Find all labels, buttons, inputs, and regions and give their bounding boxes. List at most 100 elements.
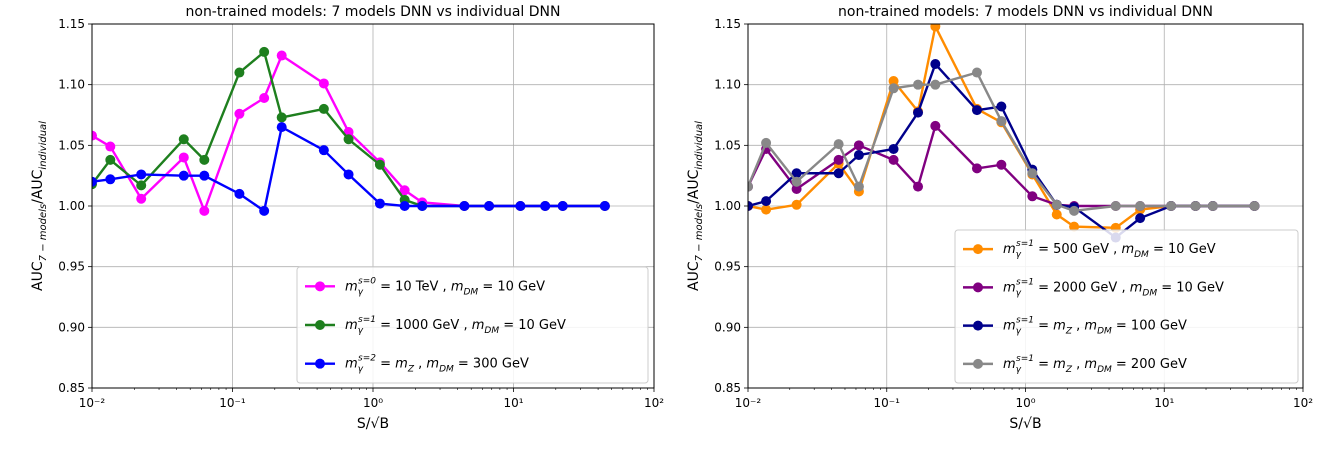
- legend-label: mγs=1 = mZ , mDM = 200 GeV: [1003, 354, 1187, 375]
- data-point: [136, 180, 147, 191]
- data-point: [318, 103, 329, 114]
- data-point: [105, 141, 116, 152]
- legend-marker: [315, 320, 325, 330]
- x-tick-label: 10⁻¹: [219, 396, 246, 410]
- legend-label: mγs=1 = 500 GeV , mDM = 10 GeV: [1003, 239, 1216, 260]
- legend-frame: [954, 229, 1299, 384]
- x-tick-label: 10⁰: [1015, 396, 1035, 410]
- data-point: [791, 184, 802, 195]
- data-point: [853, 150, 864, 161]
- data-point: [748, 181, 753, 192]
- legend-item: mγs=0 = 10 TeV , mDM = 10 GeV: [305, 276, 545, 297]
- data-point: [178, 170, 189, 181]
- axes-frame: [91, 23, 655, 389]
- legend-item: mγs=1 = 1000 GeV , mDM = 10 GeV: [305, 315, 566, 336]
- y-tick-label: 0.85: [58, 381, 85, 395]
- data-point: [199, 170, 210, 181]
- y-tick-label: 1.15: [58, 17, 85, 31]
- legend-marker: [973, 320, 983, 331]
- y-tick-label: 0.95: [714, 260, 741, 274]
- data-point: [1135, 213, 1146, 224]
- x-tick-label: 10⁻¹: [874, 396, 901, 410]
- x-tick-label: 10⁻²: [735, 396, 762, 410]
- data-point: [1190, 201, 1201, 211]
- data-point: [92, 130, 97, 141]
- data-point: [930, 24, 941, 32]
- data-point: [1135, 201, 1146, 211]
- data-point: [178, 134, 189, 145]
- series: [748, 67, 1260, 216]
- left-chart: non-trained models: 7 models DNN vs indi…: [30, 4, 664, 432]
- data-point: [399, 185, 410, 196]
- legend-marker: [973, 244, 983, 255]
- data-point: [888, 143, 899, 154]
- data-point: [1069, 221, 1080, 232]
- x-tick-label: 10⁰: [363, 396, 383, 410]
- y-tick-label: 0.90: [58, 320, 85, 334]
- legend-item: mγs=1 = mZ , mDM = 100 GeV: [963, 316, 1187, 337]
- plot-area: [748, 24, 1260, 243]
- y-axis-label: AUC7 − models/AUCindividual: [686, 121, 705, 291]
- legend-marker: [315, 358, 325, 369]
- data-point: [234, 108, 245, 119]
- series: [748, 24, 1260, 233]
- data-point: [343, 134, 354, 145]
- y-tick-label: 1.00: [714, 199, 741, 213]
- x-axis-label: S/√B: [1009, 416, 1041, 432]
- data-point: [234, 188, 245, 199]
- data-point: [913, 181, 924, 192]
- x-tick-label: 10²: [644, 396, 664, 410]
- data-point: [761, 137, 772, 148]
- data-point: [599, 201, 610, 211]
- y-tick-label: 0.90: [714, 320, 741, 334]
- series: [92, 50, 610, 216]
- data-point: [971, 105, 982, 116]
- data-point: [318, 78, 329, 89]
- data-point: [1207, 201, 1218, 211]
- data-point: [996, 116, 1007, 127]
- data-point: [833, 139, 844, 150]
- data-point: [1249, 201, 1260, 211]
- data-point: [1110, 201, 1121, 211]
- y-tick-label: 1.05: [714, 138, 741, 152]
- legend-item: mγs=1 = 2000 GeV , mDM = 10 GeV: [963, 277, 1224, 298]
- series: [748, 59, 1260, 243]
- data-point: [1027, 168, 1038, 179]
- legend-item: mγs=1 = 500 GeV , mDM = 10 GeV: [963, 239, 1216, 260]
- data-point: [276, 50, 287, 61]
- data-point: [343, 169, 354, 180]
- data-point: [1166, 201, 1177, 211]
- data-point: [1051, 199, 1062, 210]
- legend-label: mγs=0 = 10 TeV , mDM = 10 GeV: [345, 276, 545, 297]
- y-tick-label: 1.10: [714, 78, 741, 92]
- data-point: [930, 59, 941, 70]
- legend-label: mγs=1 = mZ , mDM = 100 GeV: [1003, 316, 1187, 337]
- legend-item: mγs=2 = mZ , mDM = 300 GeV: [305, 354, 529, 375]
- x-tick-label: 10²: [1293, 396, 1313, 410]
- legend: mγs=0 = 10 TeV , mDM = 10 GeV mγs=1 = 100…: [296, 266, 649, 384]
- data-point: [105, 154, 116, 165]
- data-point: [259, 46, 270, 57]
- data-point: [259, 205, 270, 216]
- data-point: [92, 176, 97, 187]
- y-tick-label: 1.10: [58, 78, 85, 92]
- data-point: [178, 152, 189, 163]
- legend-label: mγs=2 = mZ , mDM = 300 GeV: [345, 354, 529, 375]
- data-point: [761, 196, 772, 207]
- data-point: [136, 193, 147, 204]
- data-point: [833, 154, 844, 165]
- y-tick-label: 1.00: [58, 199, 85, 213]
- data-point: [417, 201, 428, 211]
- data-point: [833, 168, 844, 179]
- axes-frame: [747, 23, 1304, 389]
- data-point: [557, 201, 568, 211]
- data-point: [791, 176, 802, 187]
- data-point: [1051, 209, 1062, 220]
- legend-label: mγs=1 = 2000 GeV , mDM = 10 GeV: [1003, 277, 1224, 298]
- x-tick-label: 10⁻²: [79, 396, 106, 410]
- plot-area: [92, 46, 610, 216]
- data-point: [318, 145, 329, 156]
- data-point: [913, 107, 924, 118]
- data-point: [913, 79, 924, 90]
